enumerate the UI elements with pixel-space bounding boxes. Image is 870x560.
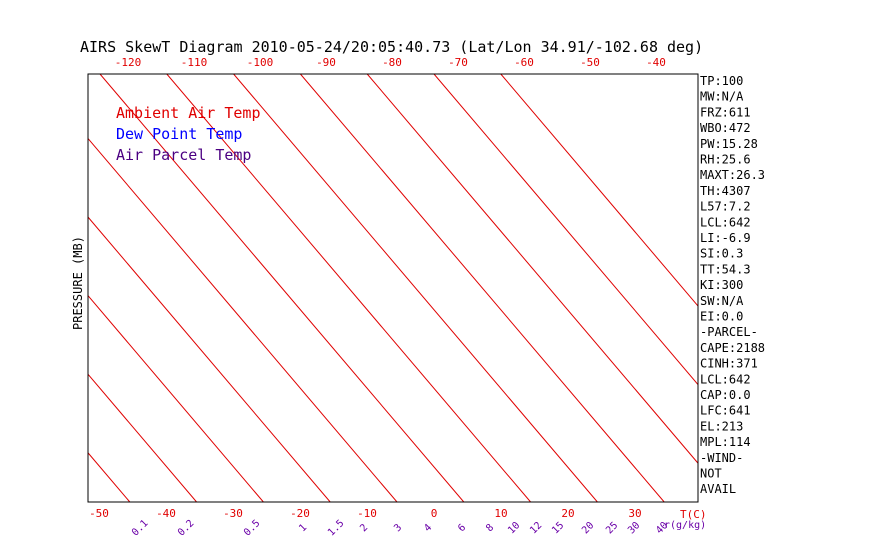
- bottom-temp-tick-label: -20: [290, 507, 310, 520]
- top-temp-tick-label: -40: [646, 56, 666, 69]
- index-label: MW:N/A: [700, 90, 744, 104]
- mixing-ratio-tick-label: 1: [297, 522, 309, 534]
- mixing-ratio-tick-label: 0.1: [130, 518, 151, 539]
- index-label: LFC:641: [700, 404, 751, 418]
- index-label: CINH:371: [700, 357, 758, 371]
- index-label: LI:-6.9: [700, 231, 751, 245]
- index-label: SW:N/A: [700, 294, 744, 308]
- isotherm-line: [500, 74, 698, 307]
- index-label: RH:25.6: [700, 153, 751, 167]
- mixing-ratio-tick-label: 3: [392, 522, 404, 534]
- index-label: TP:100: [700, 74, 743, 88]
- isotherm-line: [233, 74, 598, 502]
- top-temp-tick-label: -70: [448, 56, 468, 69]
- isotherm-line: [366, 74, 698, 464]
- bottom-temp-tick-label: -30: [223, 507, 243, 520]
- mixing-ratio-tick-label: 6: [456, 522, 468, 534]
- legend-entry: Dew Point Temp: [116, 125, 242, 143]
- mixing-ratio-tick-label: 2: [358, 522, 370, 534]
- bottom-temp-tick-label: -40: [156, 507, 176, 520]
- index-label: L57:7.2: [700, 200, 751, 214]
- index-label: SI:0.3: [700, 247, 743, 261]
- index-label: KI:300: [700, 278, 743, 292]
- index-label: TT:54.3: [700, 262, 751, 276]
- index-label: PW:15.28: [700, 137, 758, 151]
- legend-entry: Ambient Air Temp: [116, 104, 261, 122]
- index-label: FRZ:611: [700, 105, 751, 119]
- plot-frame: [87, 73, 699, 503]
- mixing-ratio-tick-label: 15: [550, 520, 566, 536]
- isotherm-line: [88, 294, 264, 502]
- bottom-temp-tick-label: 10: [494, 507, 507, 520]
- isotherm-line: [88, 373, 197, 502]
- mixing-ratio-tick-label: 1.5: [326, 518, 347, 539]
- mixing-ratio-tick-label: 0.5: [242, 518, 263, 539]
- index-label: AVAIL: [700, 482, 736, 496]
- mixing-ratio-tick-label: 4: [422, 522, 434, 534]
- chart-title: AIRS SkewT Diagram 2010-05-24/20:05:40.7…: [80, 38, 703, 56]
- isotherm-line: [0, 74, 63, 502]
- index-label: TH:4307: [700, 184, 751, 198]
- mixing-ratio-tick-label: 25: [604, 520, 620, 536]
- mixing-ratio-tick-label: 20: [580, 520, 596, 536]
- index-label: CAPE:2188: [700, 341, 765, 355]
- isotherm-line: [88, 452, 131, 502]
- top-temp-tick-label: -110: [181, 56, 208, 69]
- index-label: NOT: [700, 467, 722, 481]
- top-temp-tick-label: -60: [514, 56, 534, 69]
- isotherm-line: [300, 74, 665, 502]
- bottom-temp-tick-label: -50: [89, 507, 109, 520]
- index-label: WBO:472: [700, 121, 751, 135]
- index-label: -WIND-: [700, 451, 743, 465]
- index-label: CAP:0.0: [700, 388, 751, 402]
- top-temp-tick-label: -80: [382, 56, 402, 69]
- bottom-temp-tick-label: 0: [431, 507, 438, 520]
- index-label: LCL:642: [700, 215, 751, 229]
- index-label: EI:0.0: [700, 310, 743, 324]
- top-temp-tick-label: -50: [580, 56, 600, 69]
- index-label: MAXT:26.3: [700, 168, 765, 182]
- mixing-ratio-tick-label: 30: [626, 520, 642, 536]
- top-temp-tick-label: -90: [316, 56, 336, 69]
- legend-entry: Air Parcel Temp: [116, 146, 251, 164]
- mixing-ratio-tick-label: 0.2: [176, 518, 197, 539]
- mixing-ratio-tick-label: 12: [528, 520, 544, 536]
- mixing-ratio-unit-label: r(g/kg): [664, 520, 706, 531]
- bottom-temp-tick-label: -10: [357, 507, 377, 520]
- mixing-ratio-tick-label: 10: [506, 520, 522, 536]
- isotherm-line: [433, 74, 698, 386]
- index-label: LCL:642: [700, 372, 751, 386]
- y-axis-label: PRESSURE (MB): [71, 236, 85, 330]
- top-temp-tick-label: -100: [247, 56, 274, 69]
- isotherm-line: [99, 74, 465, 502]
- mixing-ratio-tick-label: 8: [484, 522, 496, 534]
- isotherm-line: [88, 137, 398, 502]
- index-label: MPL:114: [700, 435, 751, 449]
- isotherm-line: [88, 216, 331, 502]
- bottom-temp-tick-label: 30: [628, 507, 641, 520]
- top-temp-tick-label: -120: [115, 56, 142, 69]
- index-label: EL:213: [700, 419, 743, 433]
- index-label: -PARCEL-: [700, 325, 758, 339]
- bottom-temp-tick-label: 20: [561, 507, 574, 520]
- isotherm-line: [166, 74, 531, 502]
- x-axis-unit-label: T(C): [680, 508, 707, 521]
